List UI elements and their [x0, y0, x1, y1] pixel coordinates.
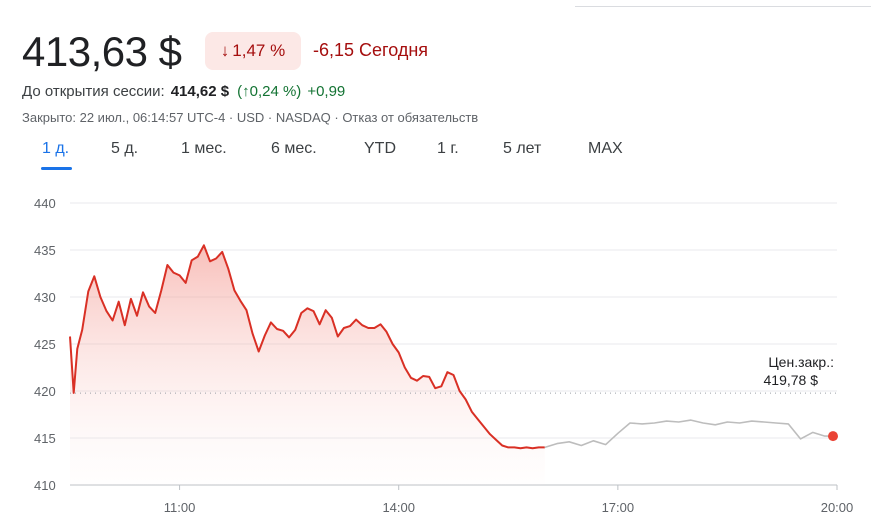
premarket-price: 414,62 $: [170, 83, 230, 100]
premarket-percent: (↑0,24 %): [237, 83, 302, 100]
y-tick-label: 425: [34, 337, 56, 352]
tab-1y[interactable]: 1 г.: [437, 140, 459, 157]
y-tick-label: 415: [34, 431, 56, 446]
premarket-row: До открытия сессии: 414,62 $ (↑0,24 %) +0,9…: [22, 83, 345, 100]
tab-5y[interactable]: 5 лет: [503, 140, 542, 157]
change-percent-badge: ↓ 1,47 %: [205, 32, 301, 70]
series-regular-line: [69, 244, 545, 450]
y-tick-label: 440: [34, 196, 56, 211]
premarket-label: До открытия сессии:: [22, 83, 165, 100]
tab-5d[interactable]: 5 д.: [111, 140, 139, 157]
previous-close-label: Цен.закр.:: [768, 354, 834, 370]
x-tick-label: 17:00: [602, 500, 635, 515]
tab-1m[interactable]: 1 мес.: [181, 140, 227, 157]
active-tab-indicator: [41, 167, 72, 170]
tab-6m[interactable]: 6 мес.: [271, 140, 317, 157]
top-divider: [575, 6, 871, 7]
change-absolute: -6,15 Сегодня: [313, 40, 429, 60]
regular-session-area: [70, 245, 545, 485]
y-tick-label: 410: [34, 478, 56, 493]
tab-1d[interactable]: 1 д.: [42, 140, 70, 157]
tab-max[interactable]: MAX: [588, 140, 623, 157]
y-tick-label: 435: [34, 243, 56, 258]
arrow-down-icon: ↓: [220, 41, 230, 60]
premarket-change: +0,99: [307, 83, 346, 100]
last-price-dot: [828, 431, 838, 442]
previous-close-value: 419,78 $: [764, 372, 819, 388]
x-tick-label: 11:00: [164, 500, 196, 515]
change-percent: 1,47 %: [232, 41, 286, 60]
x-tick-label: 20:00: [821, 500, 854, 515]
x-tick-label: 14:00: [382, 500, 415, 515]
y-tick-label: 430: [34, 290, 56, 305]
tab-ytd[interactable]: YTD: [364, 140, 396, 157]
series-after-hours-line: [544, 419, 837, 449]
y-tick-label: 420: [34, 384, 56, 399]
current-price: 413,63 $: [22, 28, 182, 75]
market-status-info: Закрыто: 22 июл., 06:14:57 UTC-4 · USD ·…: [22, 110, 479, 125]
